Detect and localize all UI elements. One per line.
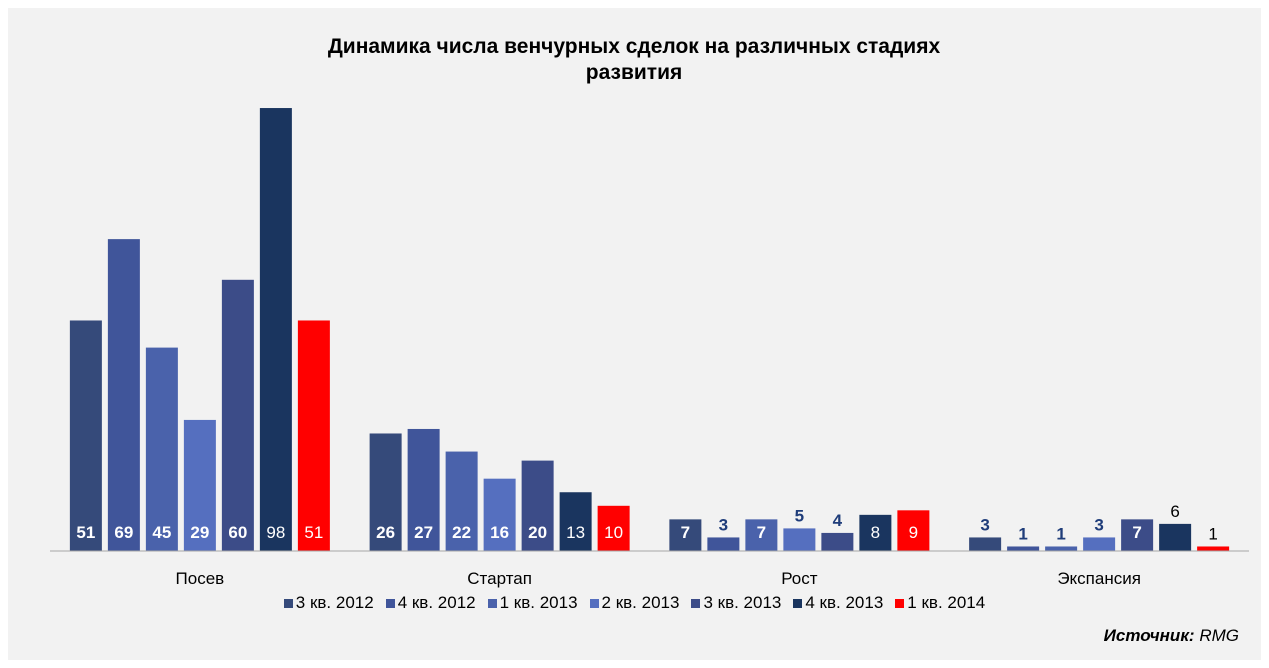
data-label: 16 bbox=[490, 523, 509, 542]
bar bbox=[259, 108, 292, 551]
data-label: 9 bbox=[909, 523, 918, 542]
legend: 3 кв. 2012 4 кв. 2012 1 кв. 2013 2 кв. 2013… bbox=[0, 593, 1269, 613]
legend-item: 1 кв. 2013 bbox=[487, 593, 578, 613]
bar bbox=[369, 433, 402, 551]
data-label: 51 bbox=[304, 523, 323, 542]
legend-swatch bbox=[793, 598, 803, 608]
legend-label: 1 кв. 2014 bbox=[907, 593, 986, 612]
legend-label: 3 кв. 2013 bbox=[703, 593, 782, 612]
bar bbox=[445, 451, 478, 551]
legend-swatch bbox=[691, 598, 701, 608]
legend-swatch bbox=[589, 598, 599, 608]
bar bbox=[483, 478, 516, 551]
data-label: 60 bbox=[228, 523, 247, 542]
legend-label: 4 кв. 2013 bbox=[805, 593, 884, 612]
bar bbox=[745, 519, 778, 551]
bar bbox=[183, 419, 216, 551]
legend-label: 4 кв. 2012 bbox=[397, 593, 476, 612]
data-label: 29 bbox=[190, 523, 209, 542]
data-label: 3 bbox=[719, 515, 728, 534]
legend-swatch bbox=[385, 598, 395, 608]
data-label: 22 bbox=[452, 523, 471, 542]
legend-label: 2 кв. 2013 bbox=[601, 593, 680, 612]
bar bbox=[221, 279, 254, 551]
data-label: 7 bbox=[1132, 523, 1141, 542]
x-tick-label: Стартап bbox=[467, 569, 532, 588]
bar bbox=[559, 492, 592, 551]
bar bbox=[1083, 537, 1116, 551]
legend-swatch bbox=[283, 598, 293, 608]
data-label: 20 bbox=[528, 523, 547, 542]
legend-label: 3 кв. 2012 bbox=[295, 593, 374, 612]
data-label: 45 bbox=[152, 523, 171, 542]
data-label: 8 bbox=[871, 523, 880, 542]
data-label: 5 bbox=[795, 506, 804, 525]
x-tick-label: Посев bbox=[176, 569, 225, 588]
data-label: 6 bbox=[1170, 502, 1179, 521]
data-label: 51 bbox=[76, 523, 95, 542]
bar bbox=[1197, 546, 1230, 551]
source: Источник: RMG bbox=[1104, 626, 1239, 646]
bar bbox=[821, 532, 854, 551]
source-label: Источник: bbox=[1103, 626, 1195, 645]
data-label: 7 bbox=[757, 523, 766, 542]
bar bbox=[297, 320, 330, 551]
data-label: 3 bbox=[980, 515, 989, 534]
bar bbox=[107, 239, 140, 551]
data-label: 69 bbox=[114, 523, 133, 542]
data-label: 27 bbox=[414, 523, 433, 542]
bar bbox=[597, 505, 630, 551]
bar bbox=[783, 528, 816, 551]
bar bbox=[407, 428, 440, 551]
bar bbox=[859, 514, 892, 551]
bar bbox=[1159, 523, 1192, 551]
data-label: 1 bbox=[1056, 524, 1065, 543]
bar bbox=[521, 460, 554, 551]
legend-item: 3 кв. 2013 bbox=[691, 593, 781, 613]
legend-item: 1 кв. 2014 bbox=[895, 593, 985, 613]
data-label: 98 bbox=[266, 523, 285, 542]
data-label: 13 bbox=[566, 523, 585, 542]
bar bbox=[1121, 519, 1154, 551]
legend-swatch bbox=[895, 598, 905, 608]
legend-swatch bbox=[487, 598, 497, 608]
legend-item: 4 кв. 2012 bbox=[385, 593, 476, 613]
chart-title: Динамика числа венчурных сделок на разли… bbox=[327, 35, 941, 84]
bar bbox=[145, 347, 178, 551]
x-tick-label: Экспансия bbox=[1057, 569, 1141, 588]
bar bbox=[707, 537, 740, 551]
bar bbox=[1007, 546, 1040, 551]
data-label: 10 bbox=[604, 523, 623, 542]
x-tick-label: Рост bbox=[781, 569, 818, 588]
bar bbox=[897, 510, 930, 551]
bar bbox=[1045, 546, 1078, 551]
data-label: 1 bbox=[1018, 524, 1027, 543]
legend-item: 2 кв. 2013 bbox=[589, 593, 680, 613]
data-label: 26 bbox=[376, 523, 395, 542]
bar bbox=[669, 519, 702, 551]
data-label: 3 bbox=[1094, 515, 1103, 534]
bar bbox=[69, 320, 102, 551]
source-text: RMG bbox=[1199, 626, 1239, 645]
legend-item: 4 кв. 2013 bbox=[793, 593, 883, 613]
data-label: 4 bbox=[833, 511, 843, 530]
legend-item: 3 кв. 2012 bbox=[283, 593, 374, 613]
bar bbox=[969, 537, 1002, 551]
data-label: 1 bbox=[1208, 524, 1217, 543]
data-label: 7 bbox=[681, 523, 690, 542]
legend-label: 1 кв. 2013 bbox=[499, 593, 578, 612]
